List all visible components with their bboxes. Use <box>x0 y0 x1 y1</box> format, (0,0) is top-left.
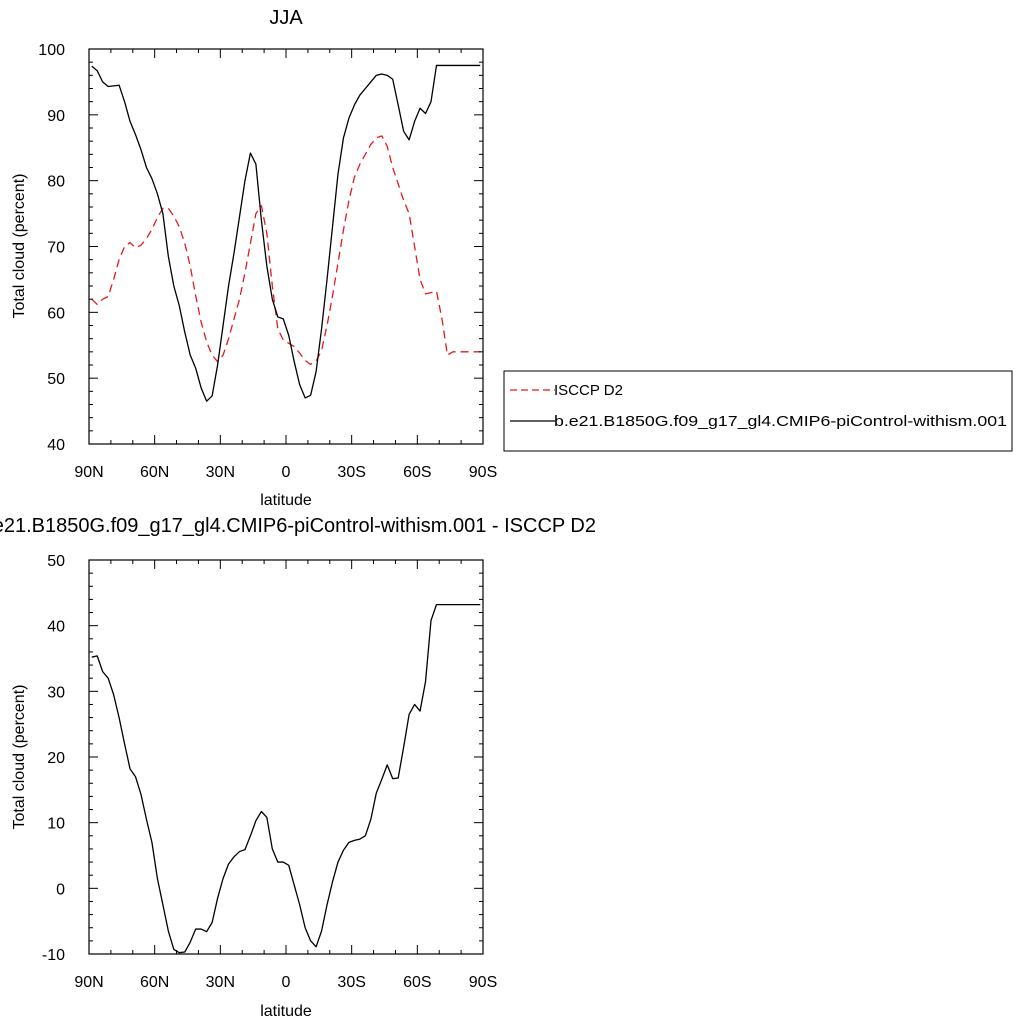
top-plot-frame <box>88 48 484 445</box>
top-x-tick-label: 90N <box>74 464 103 481</box>
top-y-tick-label: 40 <box>47 437 65 454</box>
top-y-axis-label: Total cloud (percent) <box>11 174 28 319</box>
top-y-tick-label: 50 <box>47 371 65 388</box>
bottom-y-tick-label: 10 <box>47 816 65 833</box>
bottom-y-tick-label: 30 <box>47 684 65 701</box>
top-x-axis-label: latitude <box>260 492 312 509</box>
top-y-tick-label: 60 <box>47 305 65 322</box>
bottom-y-tick-label: -10 <box>42 947 65 964</box>
top-plot-area: 40 50 60 70 80 90 100 90N 60N 30N 0 30S 60S 90S <box>38 42 497 481</box>
bottom-x-tick-label: 60S <box>403 974 431 991</box>
bottom-y-axis-label: Total cloud (percent) <box>11 685 28 830</box>
bottom-series-line-0 <box>91 604 481 954</box>
top-chart-title: JJA <box>269 7 303 29</box>
bottom-y-tick-label: 20 <box>47 750 65 767</box>
bottom-y-tick-label: 0 <box>56 881 65 898</box>
bottom-x-axis-label: latitude <box>260 1003 312 1020</box>
bottom-chart-title: b.e21.B1850G.f09_g17_gl4.CMIP6-piControl… <box>0 515 596 537</box>
bottom-y-tick-label: 50 <box>47 553 65 570</box>
bottom-x-tick-label: 90N <box>74 974 103 991</box>
bottom-panel: b.e21.B1850G.f09_g17_gl4.CMIP6-piControl… <box>0 515 596 1020</box>
top-x-tick-label: 60S <box>403 464 431 481</box>
top-y-tick-label: 100 <box>38 42 65 59</box>
legend: ISCCP D2 b.e21.B1850G.f09_g17_gl4.CMIP6-… <box>503 370 1013 452</box>
top-panel: JJA 40 50 60 70 80 90 100 90N 60N 30N 0 30S 60S 90S l… <box>11 7 1013 509</box>
top-series-line-1 <box>91 64 481 402</box>
bottom-plot-area: -10 0 10 20 30 40 50 90N 60N 30N 0 30S 60S 90S <box>42 553 497 991</box>
bottom-x-tick-label: 60N <box>140 974 169 991</box>
top-y-tick-label: 90 <box>47 108 65 125</box>
bottom-y-tick-label: 40 <box>47 619 65 636</box>
legend-label-model: b.e21.B1850G.f09_g17_gl4.CMIP6-piControl… <box>554 413 1007 430</box>
legend-label-isccp: ISCCP D2 <box>554 382 623 399</box>
top-x-tick-label: 30N <box>206 464 235 481</box>
bottom-x-tick-label: 90S <box>469 974 497 991</box>
top-y-tick-label: 70 <box>47 240 65 257</box>
bottom-x-tick-label: 30S <box>337 974 365 991</box>
top-y-tick-label: 80 <box>47 174 65 191</box>
top-x-tick-label: 30S <box>337 464 365 481</box>
top-series-line-0 <box>91 135 481 365</box>
top-x-tick-label: 0 <box>282 464 291 481</box>
legend-box <box>503 370 1013 452</box>
bottom-x-tick-label: 0 <box>282 974 291 991</box>
bottom-x-tick-label: 30N <box>206 974 235 991</box>
top-x-tick-label: 60N <box>140 464 169 481</box>
top-x-tick-label: 90S <box>469 464 497 481</box>
bottom-plot-frame <box>88 559 484 955</box>
